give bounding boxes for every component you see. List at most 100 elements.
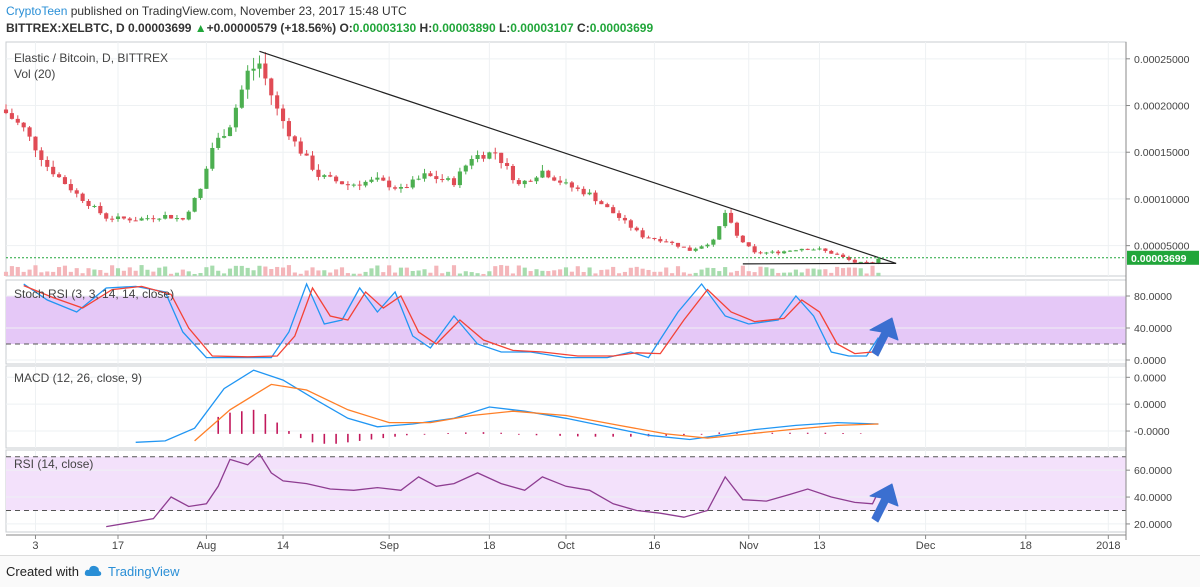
rsi-title: RSI (14, close) [14,457,93,471]
volume-bar [169,274,173,276]
chart-canvas[interactable]: 0.000250000.000200000.000150000.00010000… [0,0,1200,555]
candle-down [86,201,90,206]
volume-bar [86,268,90,276]
volume-bar [641,269,645,276]
price-panel-title: Elastic / Bitcoin, D, BITTREX [14,51,168,65]
candle-down [134,220,138,221]
y-tick-label: 0.00015000 [1134,147,1190,159]
volume-bar [753,272,757,276]
macd-panel[interactable]: 0.00000.0000-0.0000 [6,366,1170,448]
volume-bar [352,274,356,276]
volume-bar [794,270,798,276]
volume-bar [163,267,167,276]
y-tick-label: 40.0000 [1134,323,1172,335]
candle-up [458,171,462,185]
candle-down [358,185,362,186]
volume-bar [682,272,686,276]
volume-bar [122,271,126,276]
volume-bar [829,273,833,276]
volume-bar [263,267,267,276]
candle-down [57,174,61,177]
candle-down [505,163,509,166]
volume-bar [782,273,786,276]
candle-down [582,189,586,194]
candle-down [670,242,674,243]
created-with-label: Created with [6,564,79,579]
volume-bar [346,273,350,276]
volume-bar [505,266,509,276]
candle-down [10,113,14,119]
volume-bar [446,272,450,276]
tradingview-brand-link[interactable]: TradingView [108,564,180,579]
volume-bar [216,271,220,276]
volume-bar [511,273,515,276]
volume-bar [700,270,704,276]
candle-up [240,90,244,108]
volume-bar [399,268,403,276]
volume-bar [658,272,662,276]
candle-up [92,206,96,207]
candle-up [140,218,144,220]
candle-down [841,255,845,257]
volume-bar [405,268,409,276]
volume-bar [134,271,138,276]
volume-bar [240,266,244,276]
volume-label: Vol (20) [14,67,55,81]
candle-up [228,127,232,136]
volume-bar [588,267,592,276]
volume-bar [310,267,314,276]
volume-bar [458,274,462,276]
candle-down [98,206,102,213]
candle-down [299,141,303,153]
price-panel[interactable]: 0.000250000.000200000.000150000.00010000… [4,42,1199,276]
candle-up [364,182,368,186]
volume-bar [812,269,816,276]
volume-bar [428,273,432,276]
candle-down [16,119,20,123]
x-tick-label: 17 [112,540,124,552]
volume-bar [599,270,603,276]
candle-down [676,243,680,247]
candle-down [664,241,668,242]
volume-bar [393,273,397,276]
volume-bar [10,266,14,276]
volume-bar [517,265,521,276]
volume-bar [464,271,468,276]
y-tick-label: 0.00020000 [1134,101,1190,113]
volume-bar [140,265,144,276]
volume-bar [358,274,362,276]
candle-down [517,180,521,184]
volume-bar [222,273,226,276]
candle-down [558,181,562,183]
volume-bar [33,265,37,276]
candle-down [33,137,37,151]
candle-down [39,150,43,160]
volume-bar [694,273,698,276]
candle-down [281,109,285,122]
volume-bar [859,268,863,276]
volume-bar [116,268,120,276]
candle-down [81,194,85,201]
candle-down [599,201,603,204]
candle-down [682,247,686,248]
volume-bar [51,272,55,276]
candle-down [275,95,279,108]
candle-down [493,152,497,153]
y-tick-label: 0.0000 [1134,372,1166,384]
candle-down [151,218,155,219]
candle-up [764,253,768,254]
volume-bar [841,268,845,276]
volume-bar [204,267,208,276]
candle-up [470,159,474,166]
candle-up [694,249,698,251]
candle-up [175,218,179,219]
candle-down [4,110,8,114]
volume-bar [800,272,804,276]
candle-down [776,252,780,254]
volume-bar [104,273,108,276]
x-tick-label: 3 [32,540,38,552]
candle-down [829,251,833,254]
volume-bar [688,274,692,276]
